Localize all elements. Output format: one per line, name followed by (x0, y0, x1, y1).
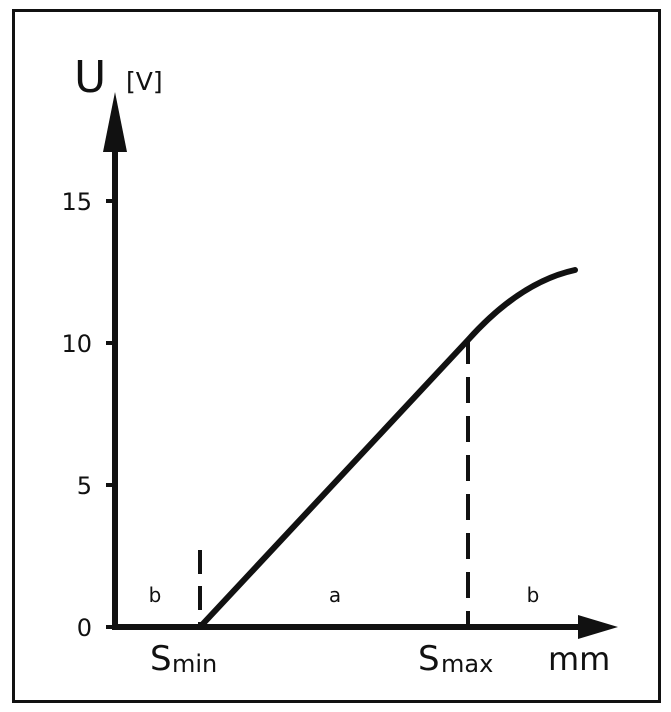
y-ticks: 0 5 10 15 (61, 188, 115, 642)
s-max-main: S (418, 639, 440, 679)
region-label-b-left: b (149, 583, 162, 607)
s-min-main: S (150, 639, 172, 679)
y-tick-label: 5 (77, 472, 92, 500)
y-tick-label: 0 (77, 614, 92, 642)
s-max-label: S max (418, 639, 493, 679)
y-tick-label: 10 (61, 330, 92, 358)
s-min-label: S min (150, 639, 217, 679)
y-axis-label: U (74, 52, 106, 103)
y-axis-unit: [V] (126, 67, 163, 96)
y-tick-label: 15 (61, 188, 92, 216)
x-axis-arrowhead (578, 615, 618, 639)
region-label-a: a (329, 583, 341, 607)
region-label-b-right: b (527, 583, 540, 607)
y-axis-arrowhead (103, 92, 127, 152)
series-line (197, 267, 578, 630)
s-min-subscript: min (172, 650, 217, 678)
s-max-subscript: max (441, 650, 493, 678)
x-axis-label: mm (548, 640, 610, 678)
